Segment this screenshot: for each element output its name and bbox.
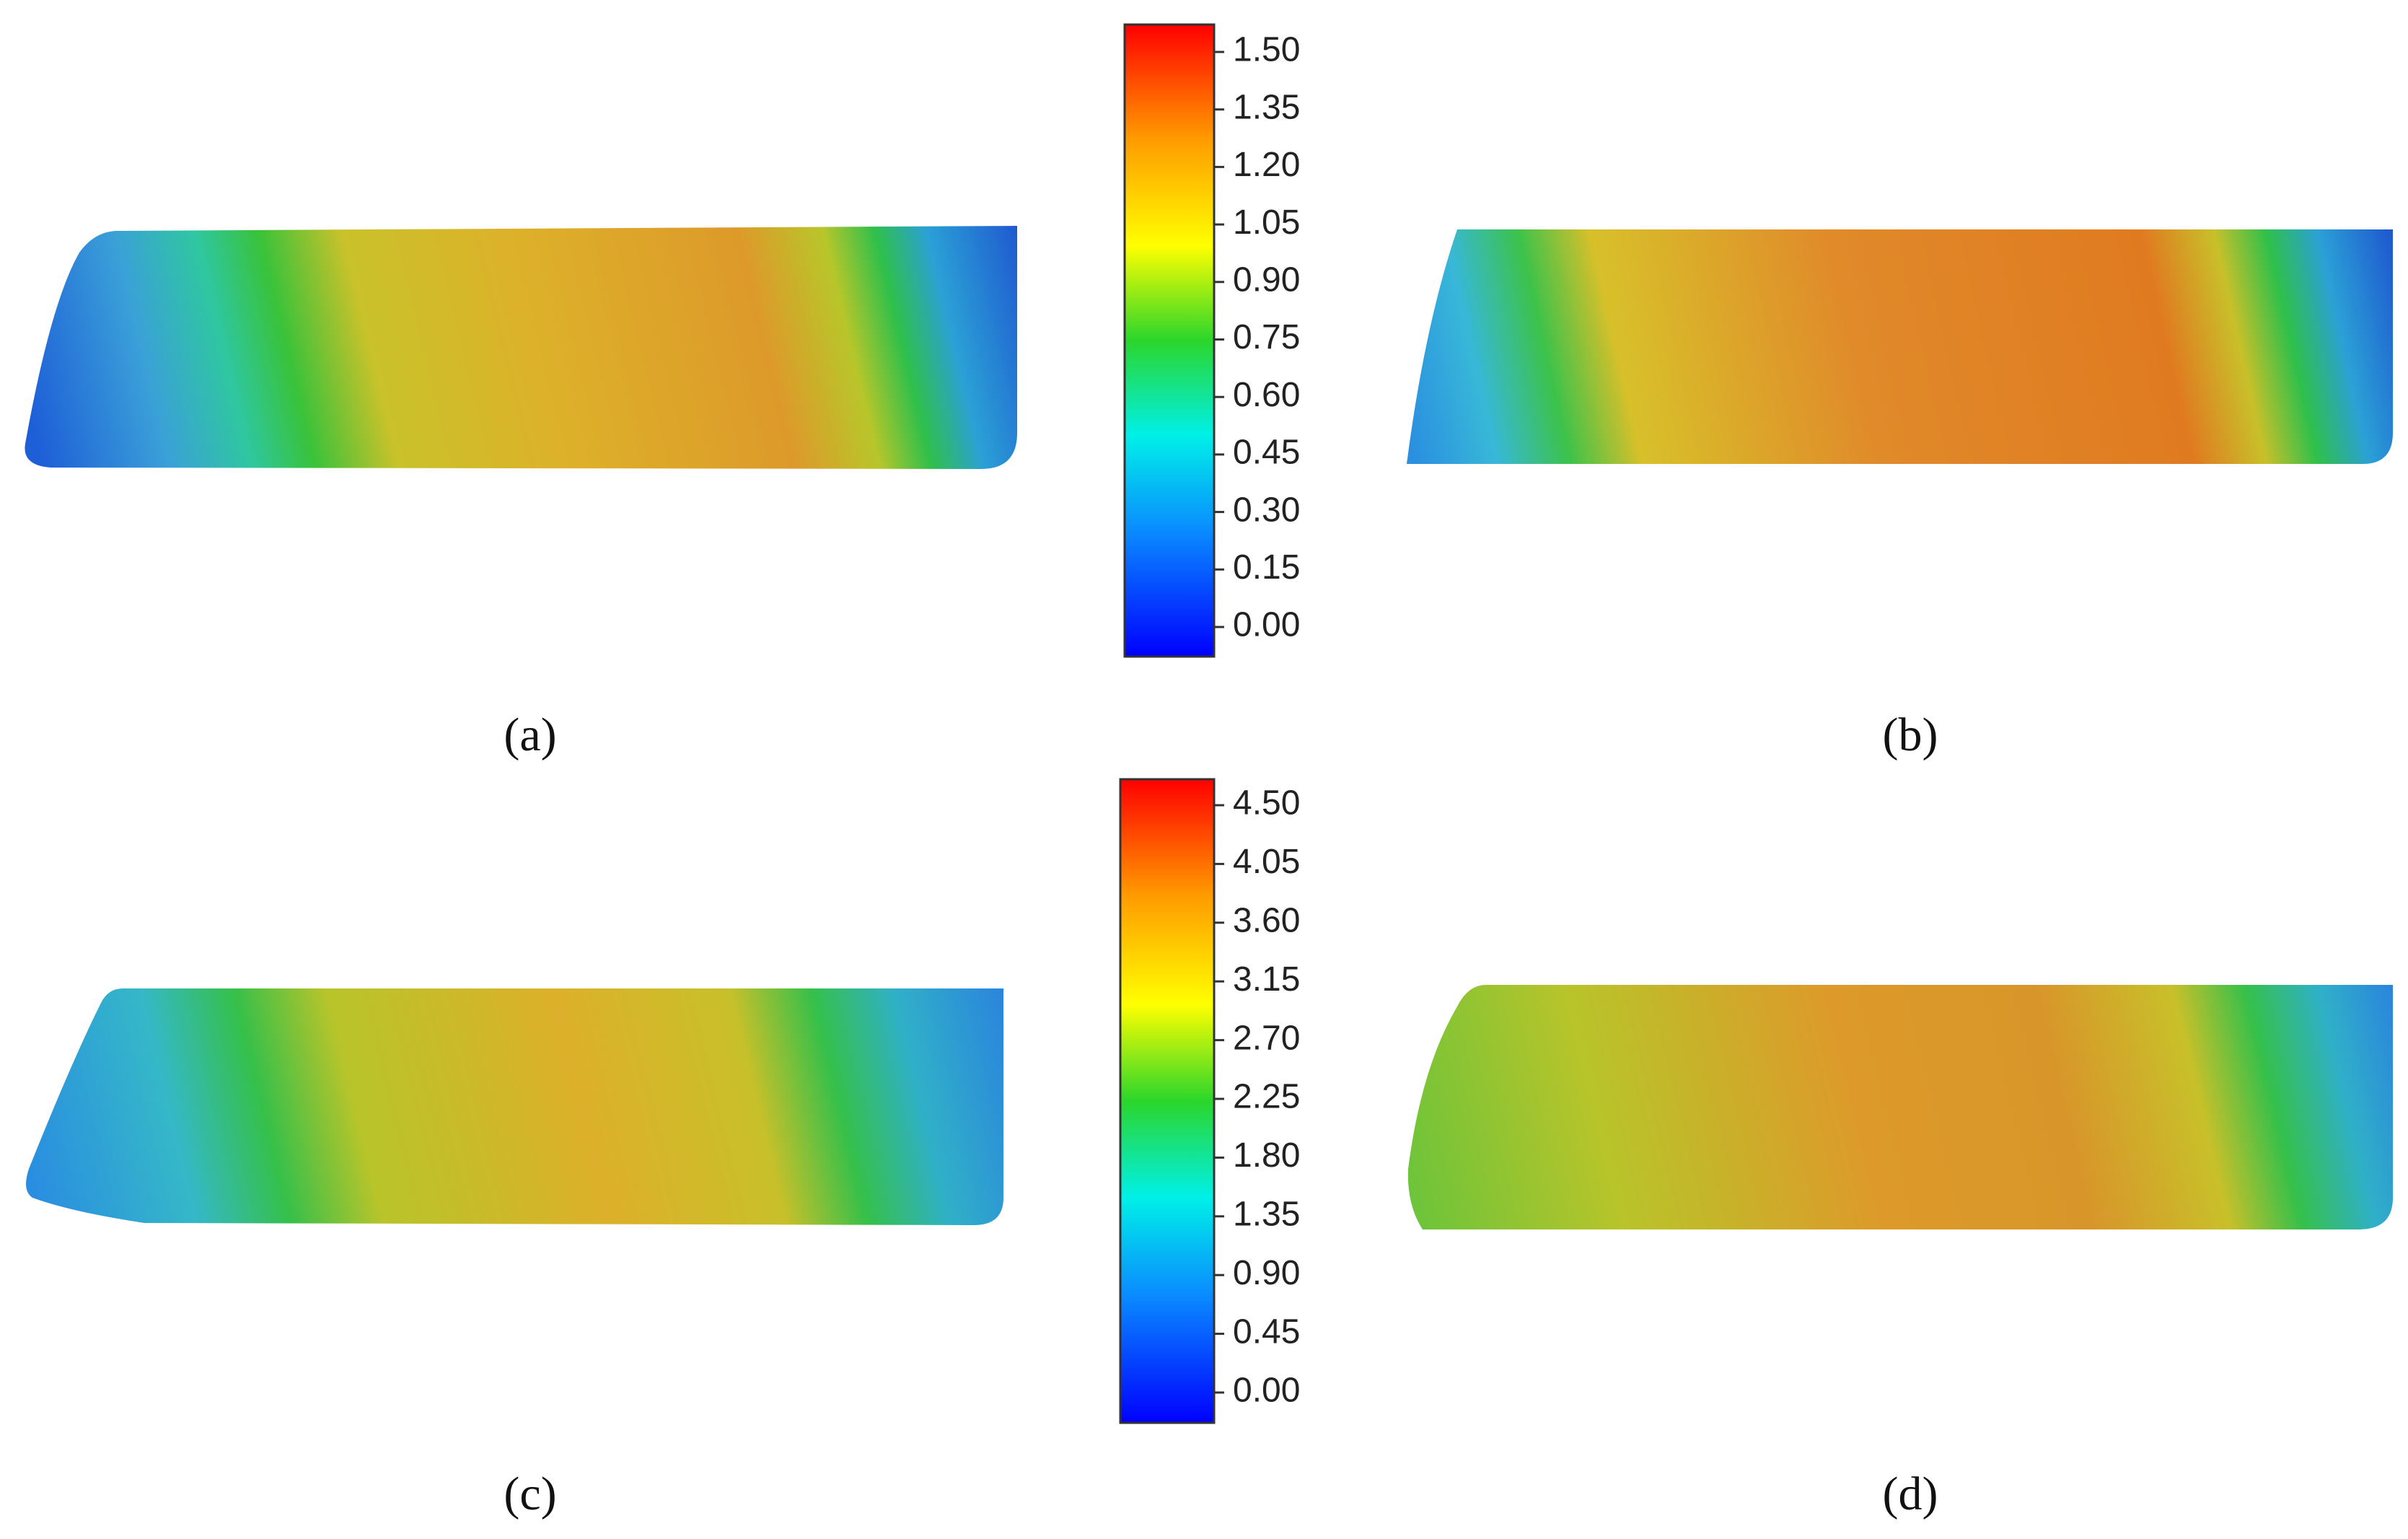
colorbar-tick-label: 0.90 [1233, 260, 1300, 299]
colorbar-tick-label: 2.70 [1233, 1019, 1300, 1057]
colorbar-tick-label: 3.60 [1233, 901, 1300, 939]
panel-label: (d) [1883, 1468, 1938, 1520]
colorbar-tick-label: 4.50 [1233, 784, 1300, 823]
contour-a [25, 226, 1017, 469]
colorbar-tick-label: 0.15 [1233, 548, 1300, 587]
colorbar-tick-label: 4.05 [1233, 843, 1300, 881]
colorbar-tick-label: 1.35 [1233, 88, 1300, 126]
panel-label: (c) [504, 1468, 556, 1520]
panel-label: (a) [504, 709, 556, 761]
contour-b [1407, 229, 2393, 464]
colorbar-tick-label: 1.80 [1233, 1136, 1300, 1175]
colorbar-tick-label: 0.60 [1233, 376, 1300, 414]
colorbar-tick-label: 2.25 [1233, 1078, 1300, 1116]
colorbar-tick-label: 1.20 [1233, 146, 1300, 184]
colorbar-tick-label: 1.05 [1233, 203, 1300, 242]
panel-label: (b) [1883, 709, 1938, 761]
contour-c [26, 988, 1003, 1225]
colorbar-tick-label: 0.45 [1233, 1312, 1300, 1351]
colorbar-tick-label: 0.00 [1233, 606, 1300, 644]
contour-d [1407, 985, 2393, 1229]
colorbar-tick-label: 3.15 [1233, 960, 1300, 999]
colorbar-tick-label: 1.50 [1233, 31, 1300, 69]
colorbar-tick-label: 1.35 [1233, 1195, 1300, 1233]
colorbar-tick-label: 0.45 [1233, 434, 1300, 472]
colorbar-tick-label: 0.30 [1233, 491, 1300, 529]
colorbar [1119, 778, 1216, 1424]
colorbar-tick-label: 0.75 [1233, 318, 1300, 356]
colorbar-tick-label: 0.00 [1233, 1372, 1300, 1410]
colorbar [1123, 23, 1216, 658]
colorbar-tick-label: 0.90 [1233, 1254, 1300, 1292]
